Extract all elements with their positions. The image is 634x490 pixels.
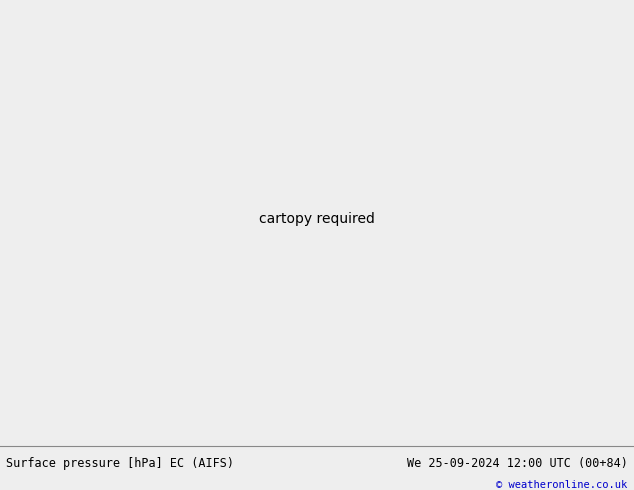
Text: cartopy required: cartopy required (259, 212, 375, 226)
Text: Surface pressure [hPa] EC (AIFS): Surface pressure [hPa] EC (AIFS) (6, 457, 235, 470)
Text: © weatheronline.co.uk: © weatheronline.co.uk (496, 480, 628, 490)
Text: We 25-09-2024 12:00 UTC (00+84): We 25-09-2024 12:00 UTC (00+84) (407, 457, 628, 470)
